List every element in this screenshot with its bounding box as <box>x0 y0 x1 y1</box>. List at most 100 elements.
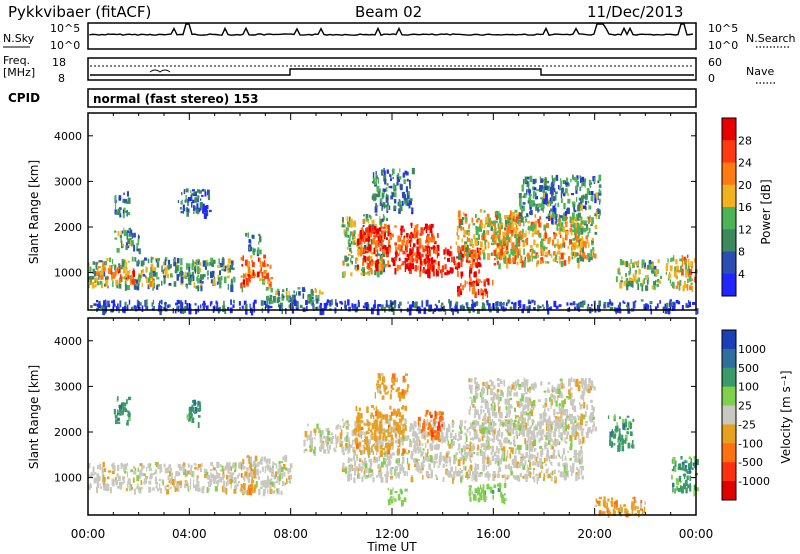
data-cell <box>424 253 427 257</box>
data-cell <box>386 217 388 222</box>
data-cell <box>274 477 276 480</box>
data-cell <box>375 213 378 216</box>
data-cell <box>531 248 534 251</box>
data-cell <box>416 443 419 446</box>
data-cell <box>577 218 580 221</box>
data-cell <box>402 250 405 255</box>
data-cell <box>447 440 450 446</box>
data-cell <box>490 438 494 441</box>
data-cell <box>229 472 232 479</box>
data-cell <box>463 425 466 430</box>
data-cell <box>451 419 454 423</box>
data-cell <box>551 175 553 179</box>
data-cell <box>389 185 393 189</box>
data-cell <box>414 464 416 467</box>
data-cell <box>341 440 344 444</box>
data-cell <box>560 394 564 399</box>
data-cell <box>619 282 623 289</box>
data-cell <box>481 472 483 476</box>
data-cell <box>581 176 585 182</box>
data-cell <box>414 447 417 454</box>
data-cell <box>447 451 450 455</box>
colorbar-tick-label: 24 <box>738 157 752 170</box>
data-cell <box>573 430 576 436</box>
data-cell <box>572 238 576 241</box>
data-cell <box>544 254 548 257</box>
data-cell <box>179 206 182 210</box>
data-cell <box>589 412 593 419</box>
data-cell <box>177 463 181 468</box>
data-cell <box>445 453 449 458</box>
data-cell <box>459 424 462 430</box>
data-cell <box>372 237 376 245</box>
data-cell <box>543 458 546 463</box>
data-cell <box>131 487 133 490</box>
data-cell <box>399 463 402 467</box>
data-cell <box>585 421 588 424</box>
data-cell <box>475 381 478 386</box>
data-cell <box>530 453 534 460</box>
data-cell <box>468 281 472 286</box>
data-cell <box>348 306 351 312</box>
data-cell <box>670 258 672 263</box>
data-cell <box>425 240 427 244</box>
data-cell <box>508 390 512 397</box>
data-cell <box>105 276 108 281</box>
data-cell <box>462 212 465 216</box>
data-cell <box>618 302 621 307</box>
data-cell <box>384 459 387 462</box>
data-cell <box>525 230 527 237</box>
data-cell <box>187 470 191 475</box>
data-cell <box>544 230 547 235</box>
data-cell <box>199 304 202 309</box>
data-cell <box>496 446 498 451</box>
data-cell <box>593 423 595 427</box>
data-cell <box>431 233 434 239</box>
data-cell <box>291 294 294 301</box>
data-cell <box>560 380 563 386</box>
data-cell <box>476 278 478 282</box>
data-cell <box>275 480 279 484</box>
data-cell <box>401 239 405 246</box>
data-cell <box>247 261 250 267</box>
data-cell <box>360 272 364 276</box>
data-cell <box>546 450 550 454</box>
data-cell <box>377 465 379 469</box>
data-cell <box>468 378 471 383</box>
data-cell <box>409 426 412 431</box>
data-cell <box>388 245 391 249</box>
data-cell <box>356 257 359 261</box>
data-cell <box>107 285 109 289</box>
data-cell <box>429 419 433 422</box>
data-cell <box>188 275 191 279</box>
data-cell <box>473 259 475 262</box>
data-cell <box>491 419 494 423</box>
data-cell <box>480 241 483 248</box>
data-cell <box>501 245 505 249</box>
data-cell <box>538 203 542 208</box>
data-cell <box>482 451 486 458</box>
data-cell <box>242 458 245 464</box>
data-cell <box>520 230 523 234</box>
freq-unit: [MHz] <box>3 66 35 79</box>
data-cell <box>96 303 99 308</box>
data-cell <box>551 386 554 393</box>
data-cell <box>426 418 429 426</box>
data-cell <box>209 301 212 307</box>
data-cell <box>570 413 573 419</box>
data-cell <box>483 456 487 459</box>
data-cell <box>150 256 153 263</box>
data-cell <box>541 461 544 465</box>
data-cell <box>480 289 483 294</box>
data-cell <box>552 440 555 445</box>
data-cell <box>594 224 598 229</box>
data-cell <box>184 475 187 478</box>
data-cell <box>113 465 116 469</box>
data-cell <box>509 214 512 220</box>
data-cell <box>102 264 105 268</box>
data-cell <box>562 426 566 434</box>
data-cell <box>547 434 550 441</box>
data-cell <box>243 476 246 482</box>
data-cell <box>438 439 441 443</box>
data-cell <box>374 263 377 268</box>
